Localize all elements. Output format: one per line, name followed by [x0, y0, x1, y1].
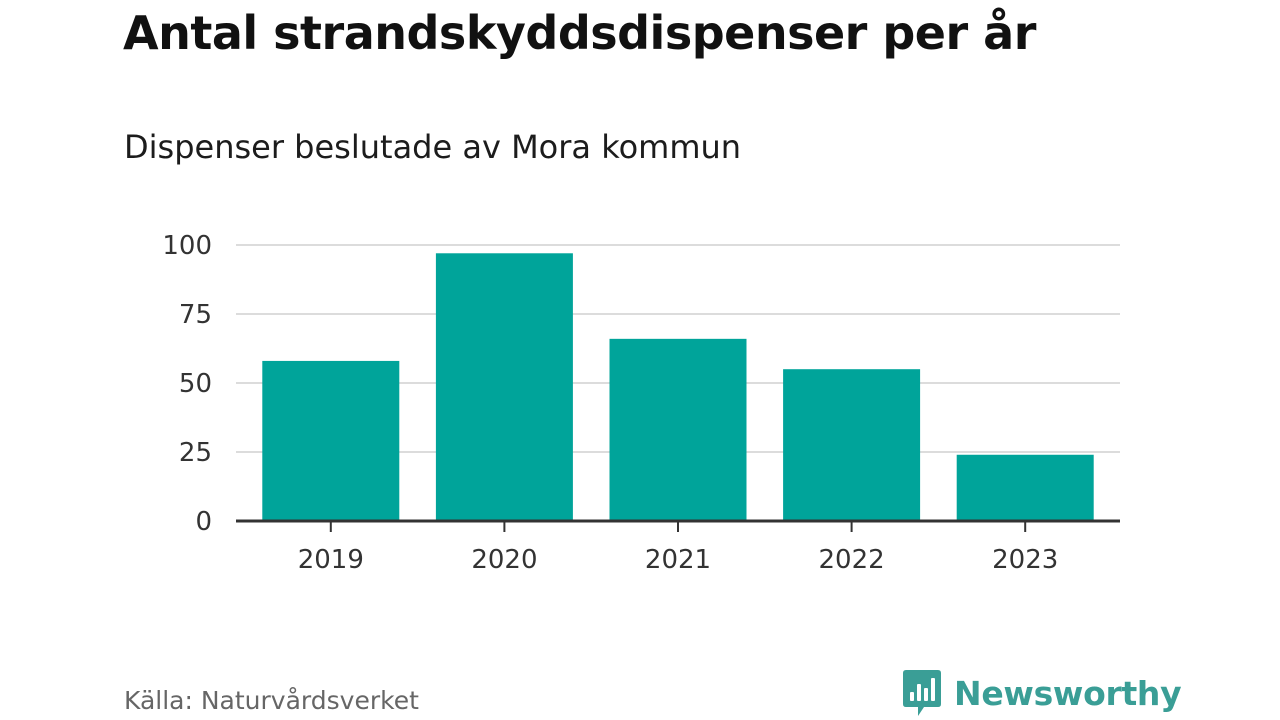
y-axis-labels: 0 25 50 75 100 [162, 231, 212, 537]
bars [262, 253, 1094, 521]
y-tick-label: 0 [195, 507, 212, 537]
bar-2022 [783, 369, 921, 521]
y-tick-label: 50 [179, 369, 212, 399]
x-axis-labels: 2019 2020 2021 2022 2023 [298, 545, 1059, 575]
chart-title: Antal strandskyddsdispenser per år [123, 6, 1036, 60]
bar-2021 [609, 338, 747, 521]
y-tick-label: 75 [179, 300, 212, 330]
brand-logo: Newsworthy [902, 668, 1182, 718]
x-tick-label: 2019 [298, 545, 364, 575]
source-note: Källa: Naturvårdsverket [124, 686, 419, 715]
x-tick-label: 2022 [819, 545, 885, 575]
y-tick-label: 25 [179, 438, 212, 468]
x-axis [236, 519, 1120, 532]
x-tick-label: 2023 [992, 545, 1058, 575]
bar-2023 [956, 454, 1094, 521]
bar-2019 [262, 360, 400, 521]
chart-subtitle: Dispenser beslutade av Mora kommun [124, 128, 742, 166]
bar-2020 [435, 253, 573, 521]
y-tick-label: 100 [162, 231, 212, 261]
bar-chart-speech-bubble-icon [903, 670, 941, 716]
x-tick-label: 2021 [645, 545, 711, 575]
x-tick-label: 2020 [471, 545, 537, 575]
brand-name: Newsworthy [954, 673, 1182, 713]
bar-chart: 0 25 50 75 100 2019 2020 2021 2022 2023 [162, 231, 1120, 575]
